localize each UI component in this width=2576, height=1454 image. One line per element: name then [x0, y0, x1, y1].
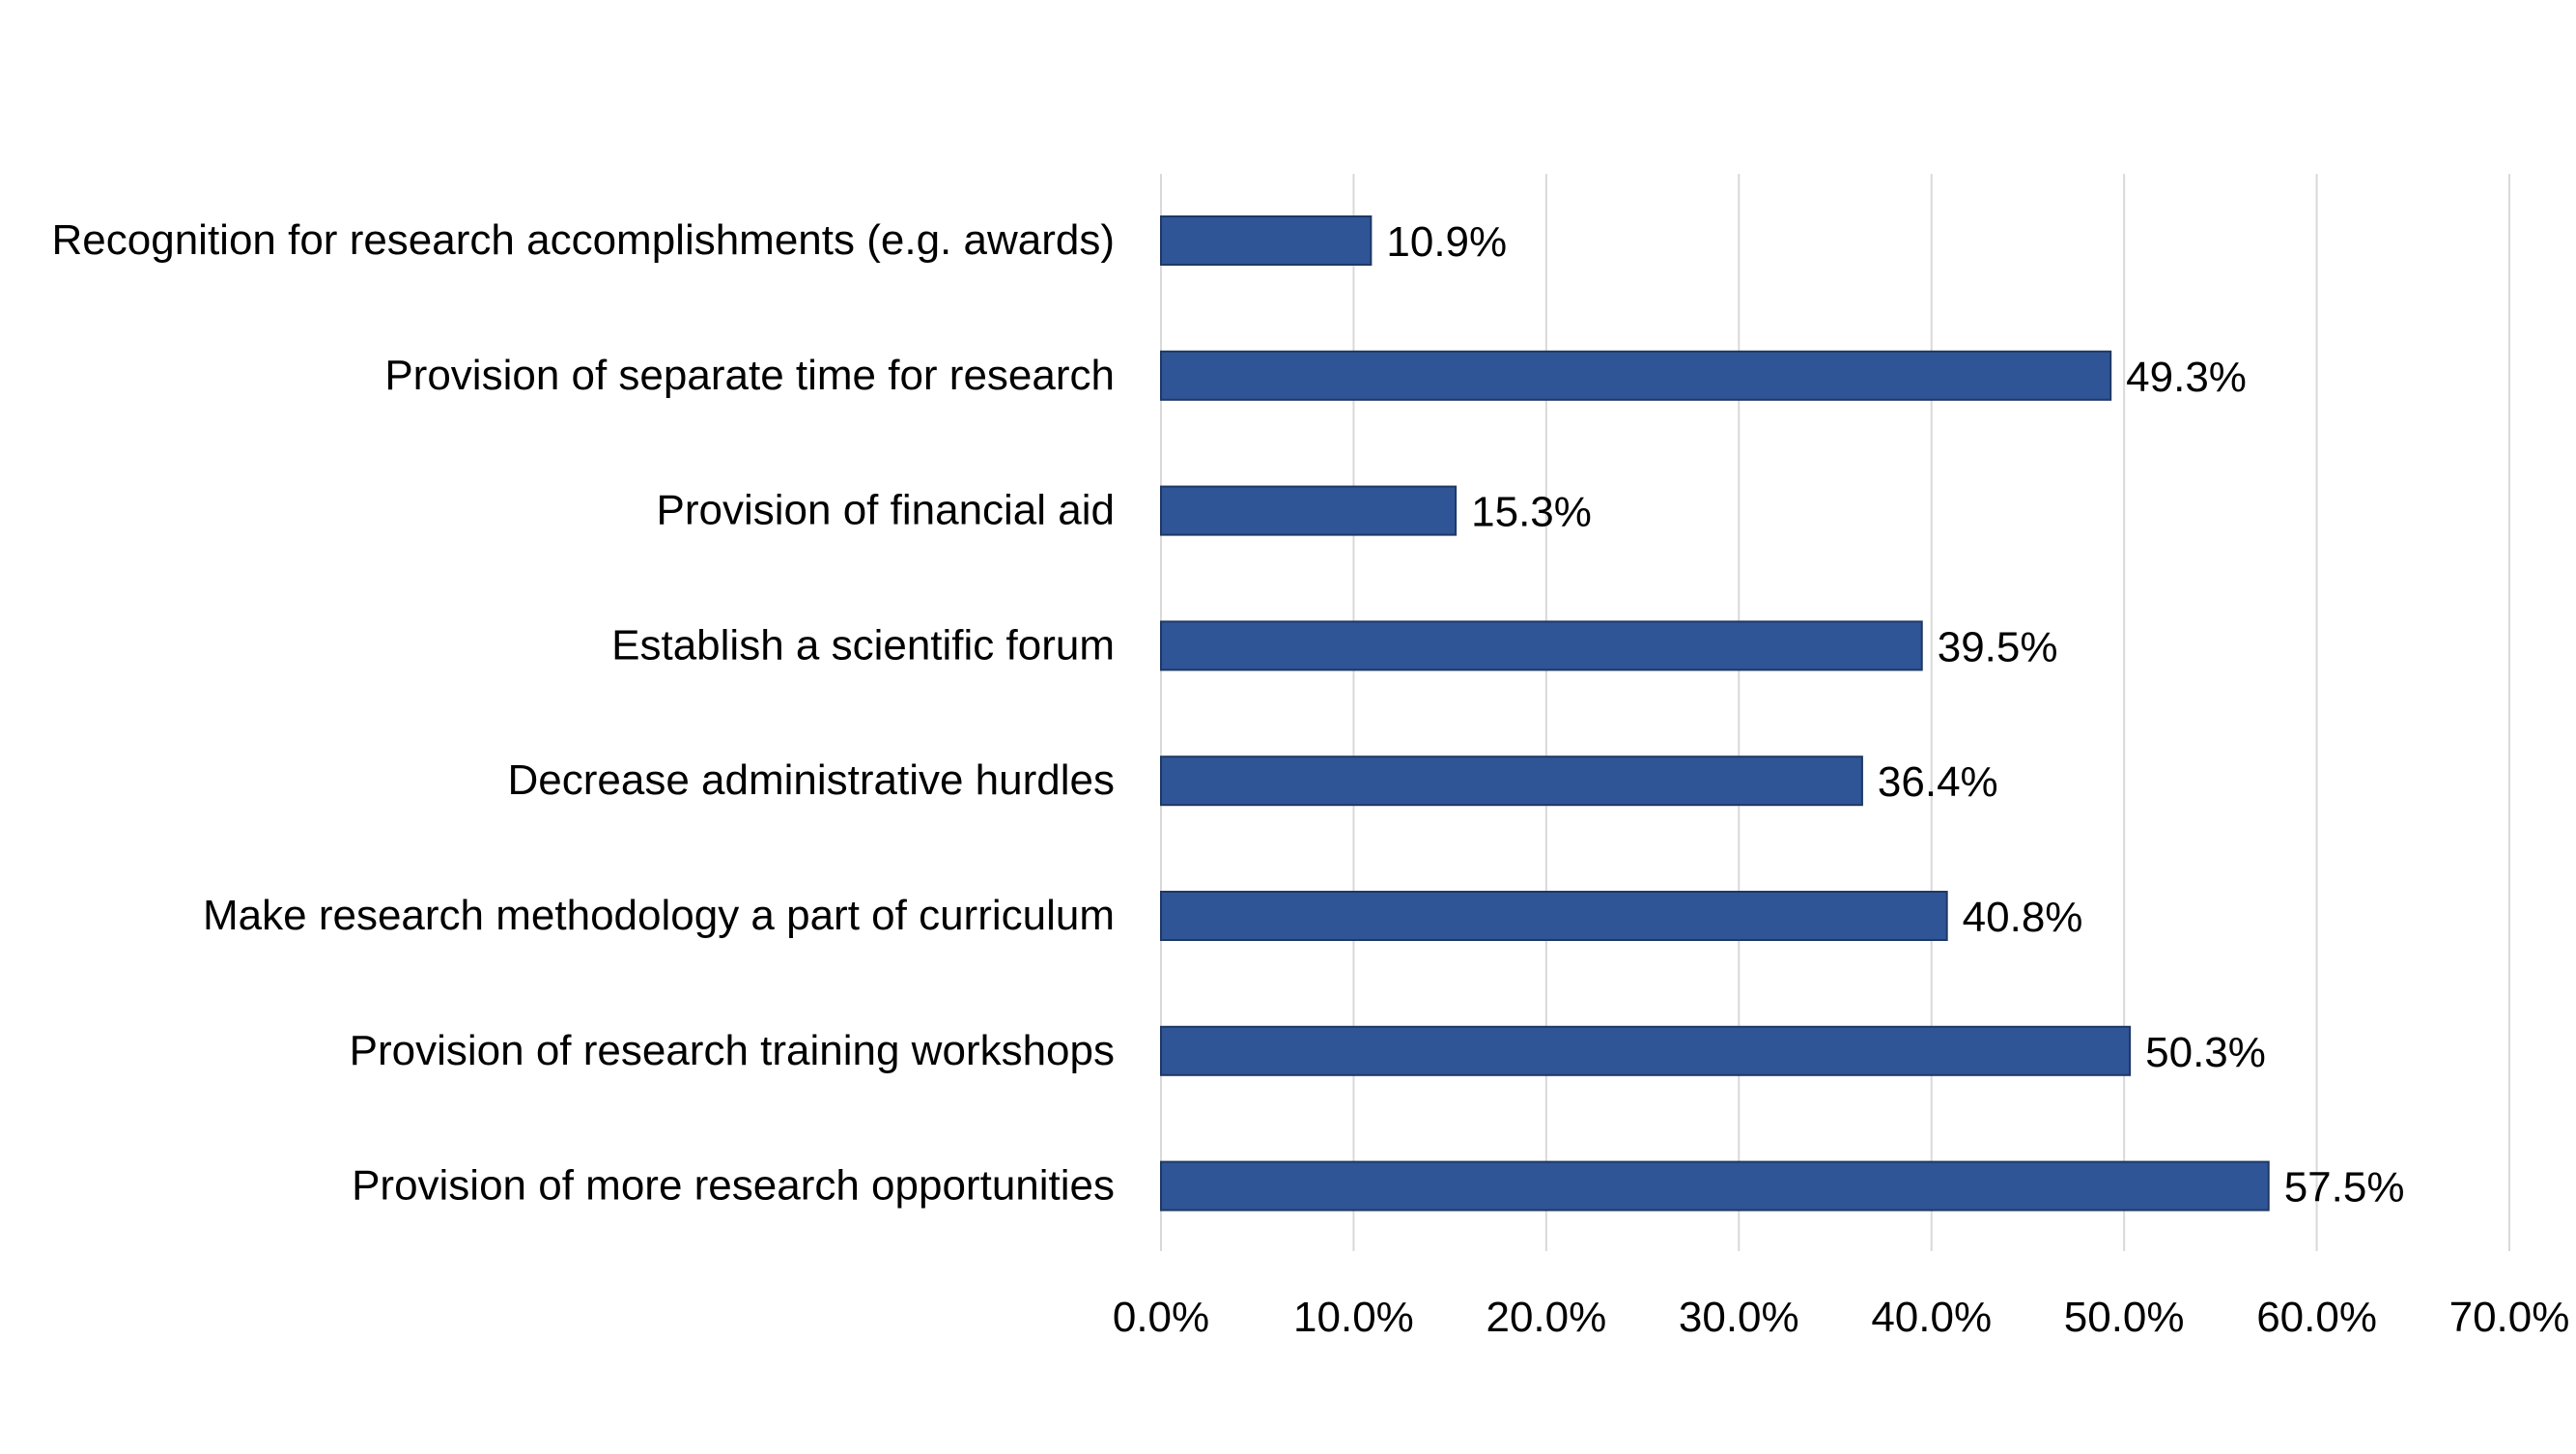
x-tick-label: 60.0% [2256, 1294, 2377, 1341]
x-tick-label: 50.0% [2064, 1294, 2185, 1341]
category-label: Provision of financial aid [657, 487, 1115, 534]
x-tick-label: 30.0% [1679, 1294, 1799, 1341]
category-labels: Recognition for research accomplishments… [52, 216, 1115, 1210]
category-label: Provision of research training workshops [350, 1027, 1115, 1074]
data-label: 36.4% [1878, 758, 1998, 806]
value-labels: 10.9% 49.3% 15.3% 39.5% 36.4% 40.8% 50.3% 57.5% [1386, 218, 2404, 1212]
x-tick-label: 40.0% [1871, 1294, 1992, 1341]
data-label: 57.5% [2284, 1164, 2405, 1212]
data-label: 50.3% [2145, 1029, 2266, 1076]
bar [1160, 215, 1373, 266]
x-tick-label: 20.0% [1486, 1294, 1606, 1341]
category-label: Provision of separate time for research [384, 352, 1115, 399]
category-label: Recognition for research accomplishments… [52, 216, 1115, 264]
category-label: Make research methodology a part of curr… [203, 892, 1115, 939]
category-label: Decrease administrative hurdles [507, 756, 1115, 804]
bar [1160, 1160, 2270, 1212]
bar [1160, 620, 1923, 671]
x-axis-tick-labels: 0.0% 10.0% 20.0% 30.0% 40.0% 50.0% 60.0% 70.0% [1113, 1294, 2570, 1341]
x-tick-label: 10.0% [1293, 1294, 1414, 1341]
bar [1160, 485, 1458, 536]
x-tick-label: 70.0% [2449, 1294, 2570, 1341]
category-label: Establish a scientific forum [611, 621, 1115, 669]
category-label: Provision of more research opportunities [352, 1162, 1115, 1210]
bar [1160, 756, 1863, 807]
gridlines [1160, 174, 2510, 1251]
bars [1160, 215, 2270, 1212]
x-tick-label: 0.0% [1113, 1294, 1209, 1341]
data-label: 40.8% [1963, 894, 2083, 941]
data-label: 39.5% [1938, 623, 2058, 670]
bar [1160, 350, 2112, 401]
data-label: 15.3% [1471, 489, 1592, 536]
bar [1160, 1025, 2132, 1076]
data-label: 49.3% [2126, 354, 2247, 401]
data-label: 10.9% [1386, 218, 1507, 266]
bar [1160, 891, 1948, 941]
